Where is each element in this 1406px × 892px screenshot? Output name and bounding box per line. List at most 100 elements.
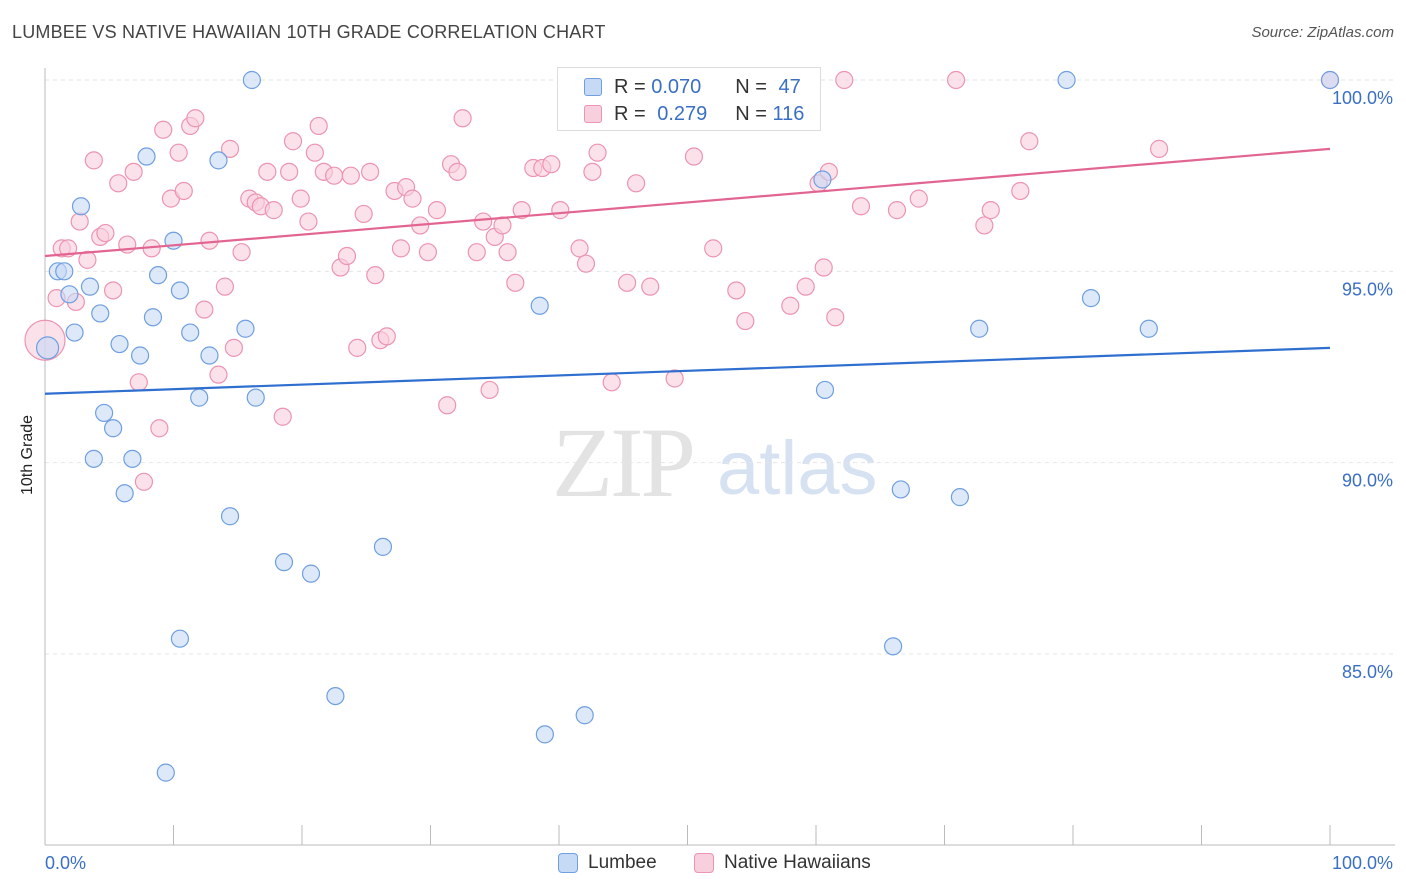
legend-n-label: N = (735, 102, 767, 125)
point-lumbee (130, 346, 150, 365)
point-lumbee (950, 488, 970, 507)
point-native-hawaiians (361, 162, 380, 181)
point-lumbee (970, 319, 989, 338)
point-native-hawaiians (186, 109, 205, 128)
point-native-hawaiians (588, 143, 607, 162)
legend-r-label: R = (614, 75, 646, 98)
point-native-hawaiians (232, 243, 251, 262)
point-lumbee (181, 323, 200, 342)
point-native-hawaiians (576, 254, 596, 273)
point-lumbee (813, 170, 832, 189)
point-native-hawaiians (602, 373, 621, 392)
point-lumbee (170, 281, 190, 300)
chart-title: LUMBEE VS NATIVE HAWAIIAN 10TH GRADE COR… (12, 22, 606, 42)
point-native-hawaiians (258, 162, 277, 181)
point-lumbee (35, 336, 60, 360)
point-lumbee (123, 449, 142, 468)
legend-n-value-lumbee: 47 (778, 75, 801, 98)
y-tick-label: 85.0% (1342, 662, 1393, 682)
point-lumbee (80, 277, 100, 296)
point-native-hawaiians (570, 239, 589, 258)
point-native-hawaiians (215, 277, 234, 296)
point-lumbee (242, 70, 261, 90)
point-native-hawaiians (781, 296, 800, 315)
point-native-hawaiians (727, 281, 746, 300)
point-native-hawaiians (366, 266, 385, 285)
point-lumbee (71, 197, 91, 216)
point-native-hawaiians (1011, 181, 1030, 201)
point-native-hawaiians (796, 277, 815, 296)
point-lumbee (220, 507, 240, 526)
point-lumbee (891, 480, 910, 499)
point-lumbee (65, 323, 84, 342)
legend-r-value-native-hawaiians: 0.279 (657, 102, 708, 125)
point-lumbee (137, 147, 156, 166)
point-lumbee (575, 706, 594, 725)
point-lumbee (110, 334, 129, 354)
point-native-hawaiians (641, 277, 660, 296)
point-native-hawaiians (150, 419, 169, 438)
point-lumbee (1081, 289, 1101, 308)
point-lumbee (170, 629, 190, 648)
point-native-hawaiians (78, 250, 97, 269)
point-native-hawaiians (453, 109, 472, 128)
point-native-hawaiians (348, 338, 367, 357)
point-lumbee (91, 304, 110, 323)
series-legend-native-hawaiians[interactable]: Native Hawaiians (694, 852, 871, 874)
point-native-hawaiians (104, 281, 123, 300)
point-native-hawaiians (174, 181, 193, 201)
point-native-hawaiians (124, 162, 143, 181)
point-native-hawaiians (427, 201, 447, 220)
y-tick-label: 90.0% (1342, 471, 1393, 491)
point-lumbee (246, 388, 265, 407)
point-native-hawaiians (474, 212, 493, 231)
point-native-hawaiians (814, 258, 833, 277)
series-label-lumbee: Lumbee (588, 852, 657, 873)
point-native-hawaiians (542, 155, 561, 174)
point-lumbee (883, 637, 903, 656)
point-native-hawaiians (109, 174, 128, 193)
legend-row-lumbee: R = 0.070 N = 47 (558, 73, 801, 101)
point-native-hawaiians (618, 273, 637, 292)
trend-line-lumbee (44, 346, 1331, 395)
point-native-hawaiians (851, 197, 871, 216)
point-lumbee (236, 319, 255, 338)
point-native-hawaiians (84, 151, 103, 170)
point-lumbee (373, 537, 393, 556)
point-native-hawaiians (626, 174, 646, 193)
series-label-native-hawaiians: Native Hawaiians (724, 852, 871, 873)
legend-swatch-native-hawaiians (584, 105, 602, 123)
point-lumbee (535, 725, 554, 744)
point-native-hawaiians (975, 216, 994, 235)
point-native-hawaiians (134, 472, 154, 491)
point-native-hawaiians (403, 189, 422, 208)
point-native-hawaiians (299, 212, 318, 231)
point-lumbee (1320, 70, 1340, 90)
point-native-hawaiians (835, 70, 854, 90)
series-swatch-native-hawaiians (694, 853, 714, 873)
series-swatch-lumbee (558, 853, 578, 873)
point-native-hawaiians (736, 311, 755, 331)
point-native-hawaiians (59, 239, 78, 258)
point-lumbee (190, 388, 209, 407)
point-native-hawaiians (684, 147, 704, 166)
point-lumbee (104, 419, 123, 438)
point-native-hawaiians (887, 201, 907, 220)
point-lumbee (115, 484, 134, 503)
point-native-hawaiians (480, 380, 499, 400)
point-native-hawaiians (283, 132, 303, 151)
x-tick-label-max: 100.0% (1332, 853, 1393, 873)
series-legend: Lumbee Native Hawaiians (0, 852, 1406, 876)
point-native-hawaiians (96, 223, 115, 243)
point-native-hawaiians (291, 189, 310, 208)
point-native-hawaiians (273, 407, 292, 426)
source-label: Source: ZipAtlas.com (1251, 24, 1394, 41)
point-lumbee (60, 285, 79, 304)
point-native-hawaiians (665, 369, 684, 388)
point-native-hawaiians (981, 201, 1000, 220)
point-native-hawaiians (309, 116, 328, 136)
point-native-hawaiians (305, 143, 324, 162)
x-tick-label-min: 0.0% (45, 853, 86, 873)
series-legend-lumbee[interactable]: Lumbee (558, 852, 657, 874)
